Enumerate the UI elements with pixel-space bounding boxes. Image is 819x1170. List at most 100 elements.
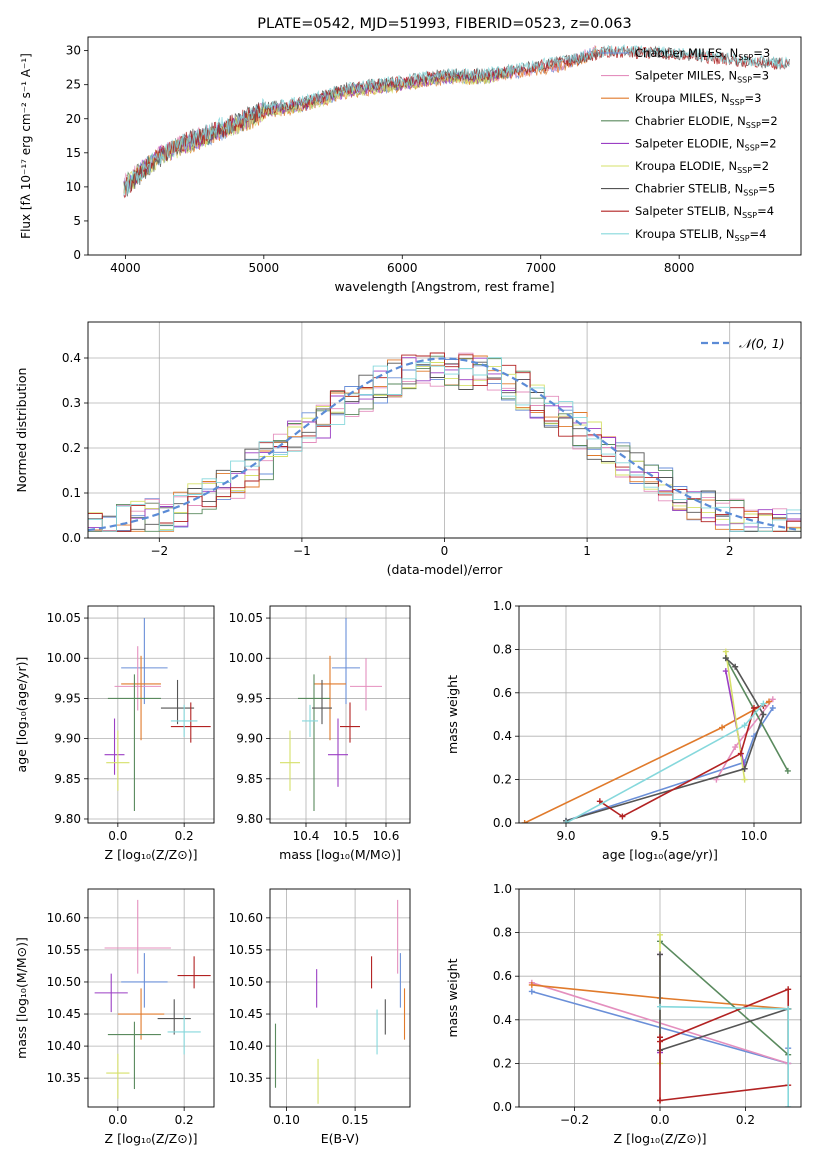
legend-entry: 𝒩(0, 1) bbox=[739, 336, 785, 351]
y-tick-label: 30 bbox=[66, 44, 81, 58]
y-tick-label: 9.85 bbox=[54, 772, 81, 786]
axes-frame bbox=[269, 888, 411, 1108]
marker bbox=[732, 744, 739, 751]
marker bbox=[722, 668, 729, 675]
y-tick-label: 10.60 bbox=[229, 911, 263, 925]
y-tick-label: 10.40 bbox=[47, 1039, 81, 1053]
mass-vs-Z-plot bbox=[94, 899, 211, 1099]
marker bbox=[722, 655, 729, 662]
y-tick-label: 5 bbox=[73, 214, 81, 228]
marker bbox=[760, 700, 767, 707]
legend-entry: Kroupa STELIB, NSSP=4 bbox=[635, 227, 766, 243]
y-tick-label: 0.6 bbox=[493, 969, 512, 983]
x-axis-label: E(B-V) bbox=[321, 1131, 360, 1146]
age-vs-Z-plot bbox=[104, 618, 211, 811]
y-axis-label: Flux [fλ 10⁻¹⁷ erg cm⁻² s⁻¹ A⁻¹] bbox=[19, 53, 33, 239]
y-tick-label: 10.45 bbox=[47, 1007, 81, 1021]
legend-entry: Salpeter MILES, NSSP=3 bbox=[635, 69, 769, 85]
axes-frame bbox=[87, 605, 215, 824]
legend-entry: Kroupa ELODIE, NSSP=2 bbox=[635, 159, 769, 175]
mass-weight-vs-age-plot bbox=[521, 648, 791, 823]
x-tick-label: 0 bbox=[441, 544, 449, 558]
y-tick-label: 10.35 bbox=[47, 1071, 81, 1085]
marker bbox=[619, 813, 626, 820]
y-tick-label: 0.8 bbox=[493, 926, 512, 940]
y-tick-label: 0.3 bbox=[62, 396, 81, 410]
series-line-3 bbox=[123, 69, 514, 190]
mass-vs-Z-axes bbox=[84, 889, 214, 1111]
marker bbox=[751, 704, 757, 711]
y-tick-label: 20 bbox=[66, 112, 81, 126]
x-tick-label: 1 bbox=[583, 544, 591, 558]
axes-frame bbox=[518, 605, 802, 824]
y-tick-label: 10.60 bbox=[47, 911, 81, 925]
marker bbox=[528, 981, 535, 988]
age-vs-mass-axes bbox=[266, 606, 410, 827]
marker bbox=[719, 724, 726, 731]
series-line-3 bbox=[725, 657, 789, 772]
x-tick-label: 4000 bbox=[110, 261, 141, 275]
x-tick-label: 10.0 bbox=[741, 829, 768, 843]
y-tick-label: 10.45 bbox=[229, 1007, 263, 1021]
y-tick-label: 9.95 bbox=[54, 691, 81, 705]
x-tick-label: 8000 bbox=[664, 261, 695, 275]
y-tick-label: 9.80 bbox=[236, 812, 263, 826]
y-axis-label: Normed distribution bbox=[14, 368, 29, 493]
y-tick-label: 10.35 bbox=[229, 1071, 263, 1085]
y-tick-label: 10.55 bbox=[229, 943, 263, 957]
legend-entry: Salpeter STELIB, NSSP=4 bbox=[635, 204, 774, 220]
y-tick-label: 0.1 bbox=[62, 486, 81, 500]
x-axis-label: (data-model)/error bbox=[387, 562, 504, 577]
marker bbox=[722, 648, 729, 655]
marker bbox=[769, 704, 776, 711]
y-tick-label: 15 bbox=[66, 146, 81, 160]
x-tick-label: 5000 bbox=[249, 261, 280, 275]
y-tick-label: 9.90 bbox=[236, 732, 263, 746]
marker bbox=[657, 1038, 663, 1045]
age-vs-mass-plot bbox=[280, 618, 382, 811]
marker bbox=[657, 1097, 663, 1104]
y-tick-label: 10.00 bbox=[229, 651, 263, 665]
x-tick-label: 10.4 bbox=[293, 829, 320, 843]
y-tick-label: 0.6 bbox=[493, 686, 512, 700]
x-tick-label: −1 bbox=[293, 544, 311, 558]
marker bbox=[766, 698, 773, 705]
legend-entry: Chabrier STELIB, NSSP=5 bbox=[635, 182, 775, 198]
marker bbox=[521, 820, 528, 823]
y-tick-label: 1.0 bbox=[493, 599, 512, 613]
x-tick-label: 10.5 bbox=[333, 829, 360, 843]
y-tick-label: 25 bbox=[66, 78, 81, 92]
y-tick-label: 10.50 bbox=[229, 975, 263, 989]
y-tick-label: 0 bbox=[73, 248, 81, 262]
y-tick-label: 0.4 bbox=[493, 729, 512, 743]
axes-frame bbox=[87, 888, 215, 1108]
x-tick-label: −2 bbox=[150, 544, 168, 558]
axes-frame bbox=[87, 36, 802, 256]
y-tick-label: 9.90 bbox=[54, 732, 81, 746]
y-tick-label: 0.4 bbox=[62, 351, 81, 365]
x-tick-label: 0.2 bbox=[736, 1113, 755, 1127]
x-axis-label: Z [log₁₀(Z/Z⊙)] bbox=[614, 1131, 707, 1146]
x-tick-label: 9.5 bbox=[650, 829, 669, 843]
x-axis-label: Z [log₁₀(Z/Z⊙)] bbox=[105, 1131, 198, 1146]
marker bbox=[784, 767, 791, 774]
mass-vs-ebv-axes bbox=[266, 889, 410, 1111]
marker bbox=[785, 986, 792, 993]
mass-vs-ebv-plot bbox=[274, 899, 406, 1104]
y-tick-label: 0.8 bbox=[493, 642, 512, 656]
marker bbox=[657, 951, 663, 958]
x-tick-label: 0.2 bbox=[175, 1113, 194, 1127]
series-line-8 bbox=[123, 44, 790, 196]
series-line-0 bbox=[565, 707, 774, 822]
legend-entry: Salpeter ELODIE, NSSP=2 bbox=[635, 136, 777, 152]
y-tick-label: 9.95 bbox=[236, 691, 263, 705]
y-axis-label: age [log₁₀(age/yr)] bbox=[14, 657, 29, 773]
marker bbox=[741, 722, 748, 729]
series-line-2 bbox=[524, 700, 770, 823]
spectrum-plot bbox=[123, 44, 790, 199]
marker bbox=[657, 1003, 663, 1010]
legend-entry: Kroupa MILES, NSSP=3 bbox=[635, 91, 761, 107]
y-tick-label: 0.0 bbox=[62, 531, 81, 545]
marker bbox=[785, 1005, 792, 1012]
x-axis-label: age [log₁₀(age/yr)] bbox=[602, 847, 718, 862]
